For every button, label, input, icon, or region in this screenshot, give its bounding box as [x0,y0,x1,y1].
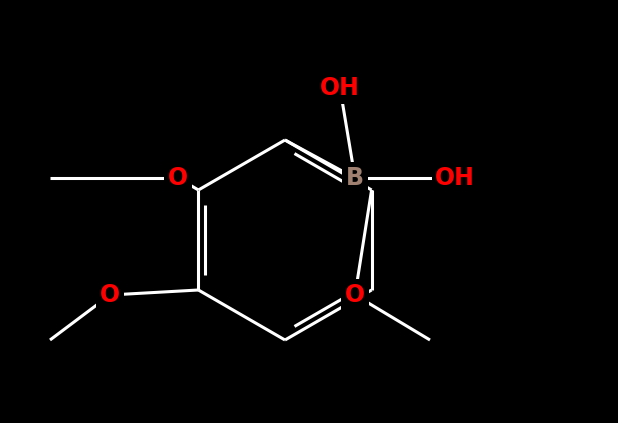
Text: O: O [168,166,188,190]
Text: OH: OH [435,166,475,190]
Text: OH: OH [320,76,360,100]
Text: O: O [100,283,120,307]
Text: O: O [345,283,365,307]
Text: B: B [346,166,364,190]
